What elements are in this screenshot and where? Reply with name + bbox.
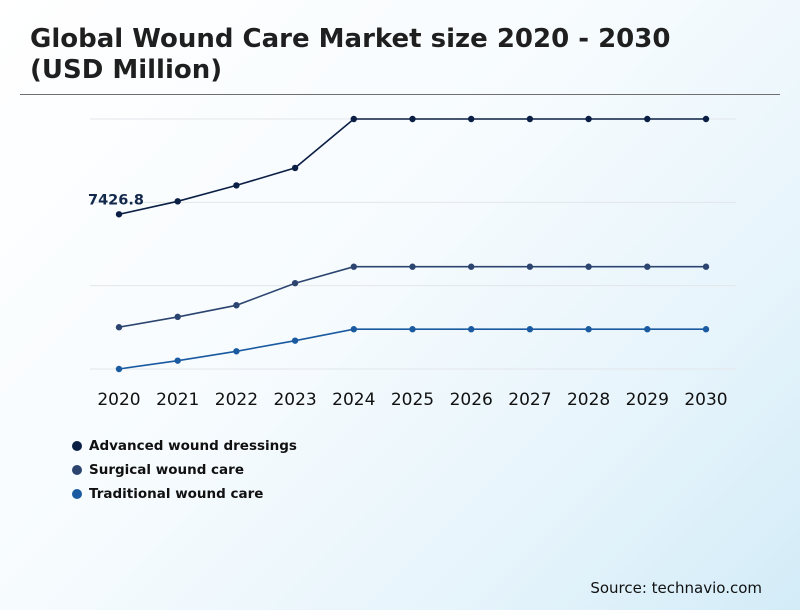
point-surgical-wound-care-2022 (233, 302, 240, 309)
point-advanced-wound-dressings-2029 (644, 115, 651, 123)
point-advanced-wound-dressings-2024 (350, 115, 357, 123)
point-traditional-wound-care-2026 (468, 326, 475, 333)
title-divider (20, 94, 780, 95)
line-chart: 7426.8 2020 2021 2022 2023 2024 2025 2026 2027 2… (88, 115, 736, 410)
x-tick-2024: 2024 (332, 390, 375, 410)
x-tick-2030: 2030 (684, 390, 727, 410)
point-surgical-wound-care-2020 (115, 324, 123, 331)
series-line-surgical-wound-care (118, 265, 706, 328)
point-surgical-wound-care-2029 (644, 263, 651, 270)
point-traditional-wound-care-2020 (115, 365, 123, 373)
chart-title: Global Wound Care Market size 2020 - 203… (30, 24, 671, 85)
data-labels: 7426.8 (88, 192, 144, 208)
legend-marker-icon (72, 489, 82, 499)
point-advanced-wound-dressings-2025 (409, 115, 416, 123)
x-axis-ticks: 2020 2021 2022 2023 2024 2025 2026 2027 2028 2029… (97, 390, 727, 410)
point-traditional-wound-care-2030 (702, 326, 710, 333)
x-tick-2021: 2021 (156, 390, 199, 410)
point-surgical-wound-care-2024 (350, 263, 357, 270)
point-surgical-wound-care-2028 (585, 263, 592, 270)
x-tick-2027: 2027 (508, 390, 551, 410)
legend-item-traditional-wound-care: Traditional wound care (72, 482, 297, 506)
source-credit: Source: technavio.com (590, 579, 762, 597)
legend-marker-icon (72, 441, 82, 451)
legend-item-advanced-wound-dressings: Advanced wound dressings (72, 434, 297, 458)
legend-item-surgical-wound-care: Surgical wound care (72, 458, 297, 482)
legend-label: Surgical wound care (89, 462, 244, 478)
x-tick-2020: 2020 (97, 390, 140, 410)
point-traditional-wound-care-2025 (409, 326, 416, 333)
legend-label: Advanced wound dressings (89, 438, 297, 454)
series-line-traditional-wound-care (118, 328, 706, 370)
point-advanced-wound-dressings-2028 (585, 115, 592, 123)
point-surgical-wound-care-2027 (526, 263, 534, 270)
data-label-0: 7426.8 (88, 192, 144, 208)
point-surgical-wound-care-2021 (174, 313, 181, 321)
point-surgical-wound-care-2023 (291, 279, 299, 287)
point-surgical-wound-care-2025 (409, 263, 416, 270)
point-traditional-wound-care-2021 (174, 357, 181, 364)
point-advanced-wound-dressings-2021 (174, 198, 181, 205)
point-surgical-wound-care-2030 (702, 263, 710, 270)
x-tick-2022: 2022 (215, 390, 258, 410)
series-points (115, 115, 710, 373)
point-advanced-wound-dressings-2023 (291, 164, 299, 172)
point-advanced-wound-dressings-2020 (115, 211, 123, 218)
point-traditional-wound-care-2028 (585, 326, 592, 333)
legend-marker-icon (72, 465, 82, 475)
series-line-advanced-wound-dressings (118, 118, 706, 216)
point-surgical-wound-care-2026 (468, 263, 475, 270)
x-tick-2025: 2025 (391, 390, 434, 410)
x-tick-2026: 2026 (450, 390, 493, 410)
point-traditional-wound-care-2029 (644, 326, 651, 333)
x-tick-2023: 2023 (273, 390, 316, 410)
point-advanced-wound-dressings-2026 (468, 115, 475, 123)
point-traditional-wound-care-2024 (350, 326, 357, 333)
legend-label: Traditional wound care (89, 486, 264, 502)
point-traditional-wound-care-2027 (526, 326, 534, 333)
legend: Advanced wound dressings Surgical wound c… (72, 434, 297, 506)
x-tick-2028: 2028 (567, 390, 610, 410)
point-advanced-wound-dressings-2030 (702, 115, 710, 123)
point-advanced-wound-dressings-2022 (233, 182, 240, 189)
x-tick-2029: 2029 (626, 390, 669, 410)
point-traditional-wound-care-2023 (291, 337, 299, 344)
point-traditional-wound-care-2022 (233, 348, 240, 355)
point-advanced-wound-dressings-2027 (526, 115, 534, 123)
